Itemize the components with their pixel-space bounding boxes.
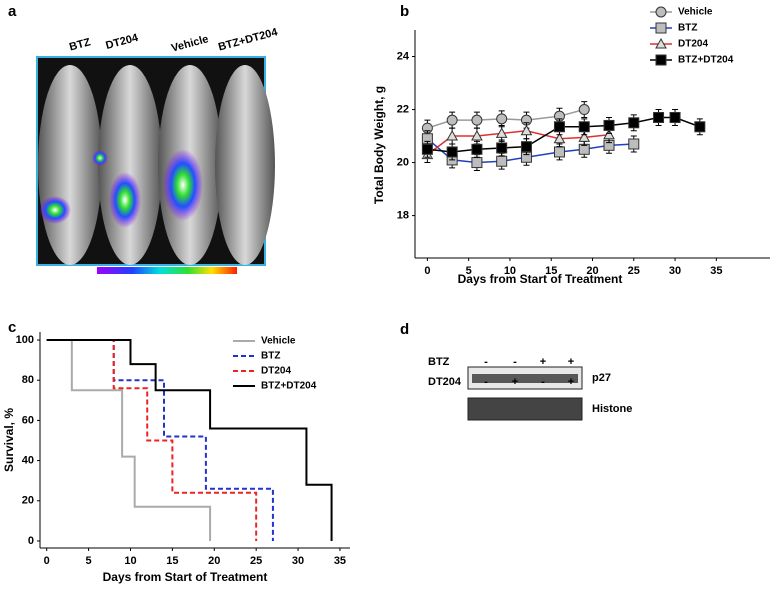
blot-band-label: p27 xyxy=(592,372,611,384)
data-point xyxy=(578,121,590,133)
blot-sign: - xyxy=(484,376,488,388)
survival-curve xyxy=(46,339,274,541)
panel-letter: d xyxy=(400,321,409,338)
survival-curve xyxy=(46,339,212,541)
legend-marker xyxy=(655,22,667,34)
x-tick-label: 35 xyxy=(334,555,346,567)
data-point xyxy=(628,117,640,129)
blot-sign: - xyxy=(484,356,488,368)
data-point xyxy=(446,146,458,158)
panel-letter: a xyxy=(8,3,17,20)
legend-label: DT204 xyxy=(678,39,708,50)
data-point xyxy=(471,130,483,141)
data-point xyxy=(553,146,565,158)
y-tick-label: 22 xyxy=(397,103,409,115)
y-axis-label: Total Body Weight, g xyxy=(372,86,386,204)
x-axis-label: Days from Start of Treatment xyxy=(458,272,623,286)
data-point xyxy=(446,130,459,141)
data-point xyxy=(603,119,615,131)
blot-sign: - xyxy=(513,356,517,368)
data-point xyxy=(628,138,640,150)
legend-label: BTZ xyxy=(678,23,697,34)
data-point xyxy=(669,111,681,123)
x-tick-label: 20 xyxy=(208,555,220,567)
x-tick-label: 15 xyxy=(166,555,178,567)
legend-label: BTZ xyxy=(261,351,280,362)
data-point xyxy=(471,157,483,169)
legend-marker xyxy=(655,54,667,66)
legend-marker xyxy=(655,37,667,49)
x-tick-label: 5 xyxy=(86,555,92,567)
y-tick-label: 24 xyxy=(397,50,410,62)
panel-letter: b xyxy=(400,3,409,20)
image-panel xyxy=(36,56,275,274)
x-axis-label: Days from Start of Treatment xyxy=(103,570,268,584)
data-point xyxy=(446,114,458,126)
legend-label: Vehicle xyxy=(261,336,296,347)
y-tick-label: 80 xyxy=(22,374,34,386)
image-label: BTZ+DT204 xyxy=(217,26,280,54)
data-point xyxy=(578,131,591,142)
image-label: BTZ xyxy=(68,36,92,53)
y-axis-label: Survival, % xyxy=(2,408,16,472)
blot-sign: - xyxy=(541,376,545,388)
image-label: DT204 xyxy=(104,32,140,52)
y-tick-label: 18 xyxy=(397,209,409,221)
panel-letter: c xyxy=(8,319,16,336)
data-point xyxy=(553,132,566,144)
data-point xyxy=(520,141,532,153)
y-tick-label: 100 xyxy=(16,334,34,346)
blot-sign: + xyxy=(568,376,574,388)
y-tick-label: 0 xyxy=(28,535,34,547)
x-tick-label: 30 xyxy=(292,555,304,567)
x-tick-label: 25 xyxy=(250,555,262,567)
data-point xyxy=(471,114,483,126)
data-point xyxy=(578,104,590,116)
blot-band-label: Histone xyxy=(592,403,632,415)
blot-sign: + xyxy=(540,356,546,368)
image-label: Vehicle xyxy=(170,33,210,54)
survival-curve xyxy=(46,339,258,541)
data-point xyxy=(553,121,565,133)
data-point xyxy=(694,121,706,133)
blot-sign: + xyxy=(512,376,518,388)
blot-sign: + xyxy=(568,356,574,368)
blot-row-label: BTZ xyxy=(428,356,450,368)
x-tick-label: 10 xyxy=(504,265,516,277)
data-point xyxy=(421,143,433,155)
x-tick-label: 15 xyxy=(545,265,557,277)
data-point xyxy=(496,142,508,154)
data-point xyxy=(496,155,508,167)
x-tick-label: 35 xyxy=(710,265,722,277)
data-point xyxy=(603,128,615,140)
data-point xyxy=(520,124,533,136)
x-tick-label: 30 xyxy=(669,265,681,277)
x-tick-label: 5 xyxy=(466,265,472,277)
data-point xyxy=(496,113,508,125)
x-tick-label: 0 xyxy=(424,265,430,277)
blot-row-label: DT204 xyxy=(428,376,462,388)
x-tick-label: 20 xyxy=(586,265,598,277)
survival-curve xyxy=(46,339,333,541)
x-tick-label: 10 xyxy=(124,555,136,567)
y-tick-label: 40 xyxy=(22,455,34,467)
y-tick-label: 60 xyxy=(22,414,34,426)
data-point xyxy=(471,143,483,155)
legend-marker xyxy=(655,6,667,18)
legend-label: BTZ+DT204 xyxy=(261,381,317,392)
western-blot xyxy=(467,366,583,421)
series-line xyxy=(426,129,610,156)
x-tick-label: 25 xyxy=(628,265,640,277)
data-point xyxy=(653,111,665,123)
x-tick-label: 0 xyxy=(44,555,50,567)
legend-label: DT204 xyxy=(261,366,291,377)
y-tick-label: 20 xyxy=(22,495,34,507)
y-tick-label: 20 xyxy=(397,156,409,168)
legend-label: Vehicle xyxy=(678,7,713,18)
legend-label: BTZ+DT204 xyxy=(678,55,734,66)
data-point xyxy=(495,127,508,138)
